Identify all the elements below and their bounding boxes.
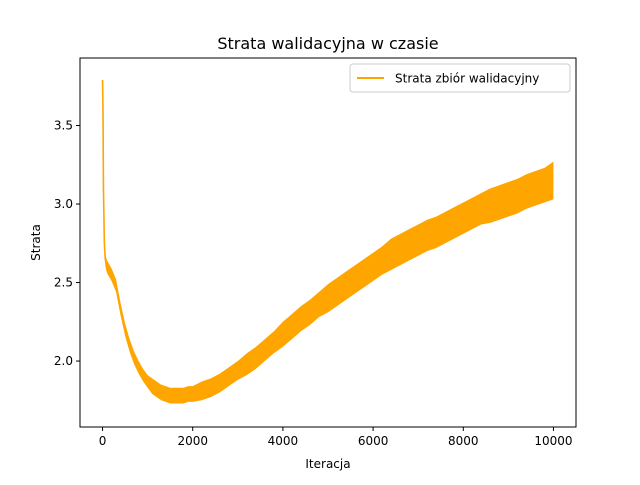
legend-label-validation-loss: Strata zbiór walidacyjny <box>395 72 539 86</box>
plot-area <box>101 79 554 404</box>
plot-frame <box>79 57 577 428</box>
y-axis-ticks: 2.0 2.5 3.0 3.5 <box>54 119 80 368</box>
x-tick-label: 10000 <box>534 434 572 448</box>
y-tick-label: 3.5 <box>54 119 73 133</box>
x-axis-label: Iteracja <box>305 457 350 471</box>
series-line-validation-loss <box>101 79 554 397</box>
y-axis-label: Strata <box>29 224 43 261</box>
x-tick-label: 6000 <box>358 434 389 448</box>
x-tick-label: 0 <box>99 434 107 448</box>
x-tick-label: 4000 <box>268 434 299 448</box>
x-tick-label: 2000 <box>177 434 208 448</box>
legend-box <box>349 63 571 93</box>
y-tick-label: 2.5 <box>54 276 73 290</box>
y-tick-label: 3.0 <box>54 197 73 211</box>
y-tick-label: 2.0 <box>54 354 73 368</box>
chart-title: Strata walidacyjna w czasie <box>217 34 438 53</box>
legend: Strata zbiór walidacyjny <box>349 63 571 93</box>
x-axis-ticks: 0 2000 4000 6000 8000 10000 <box>99 427 573 448</box>
x-tick-label: 8000 <box>448 434 479 448</box>
